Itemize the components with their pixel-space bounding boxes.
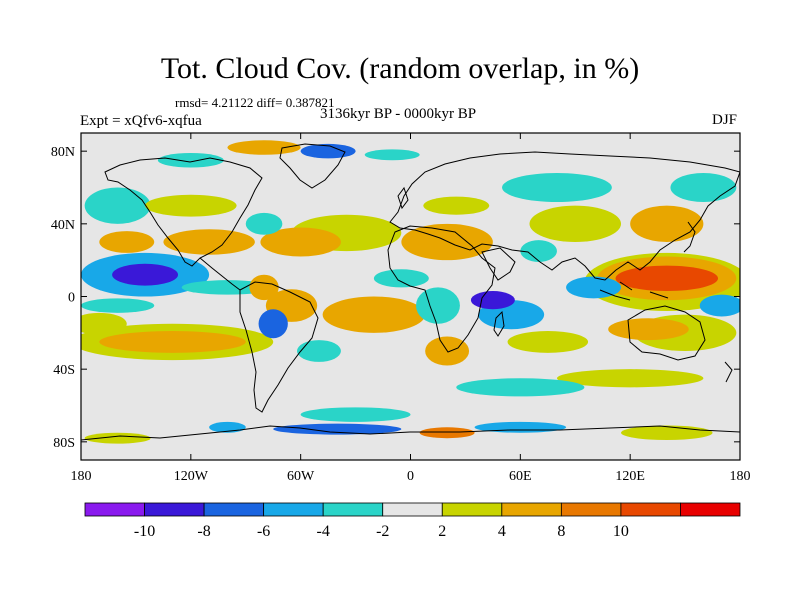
- lon-tick-label: 180: [730, 469, 751, 484]
- anomaly-patch: [300, 143, 356, 159]
- anomaly-patch: [419, 427, 475, 439]
- colorbar-box: [322, 502, 384, 517]
- colorbar-label: 2: [438, 523, 446, 540]
- lat-tick-label: 40N: [51, 218, 75, 233]
- colorbar-box: [620, 502, 681, 517]
- colorbar-label: -8: [197, 523, 210, 540]
- lat-tick-label: 0: [68, 291, 75, 306]
- coastlines: [81, 143, 740, 441]
- colorbar-box: [441, 502, 503, 517]
- season-label: DJF: [712, 112, 738, 128]
- colorbar-box: [263, 502, 324, 517]
- lon-tick-label: 0: [407, 469, 414, 484]
- colorbar-label: 10: [613, 523, 629, 540]
- anomaly-patch: [227, 140, 301, 155]
- anomaly-patch: [502, 172, 612, 203]
- anomaly-patch: [297, 340, 341, 362]
- anomaly-patch: [699, 294, 740, 317]
- lat-tick-label: 80S: [53, 436, 75, 451]
- lat-tick-label: 40S: [53, 363, 75, 378]
- anomaly-patch: [300, 407, 411, 422]
- map-axes: 180 120W 60W 0 60E 120E 180 80N 40N 0 40S 80S: [51, 133, 751, 484]
- lon-tick-label: 120W: [174, 469, 209, 484]
- lon-tick-label: 120E: [615, 469, 645, 484]
- anomaly-patch: [84, 187, 151, 224]
- lon-tick-label: 180: [71, 469, 92, 484]
- lon-tick-label: 60W: [287, 469, 315, 484]
- anomaly-patch: [273, 423, 402, 435]
- anomaly-patch: [249, 274, 279, 301]
- period-label: 3136kyr BP - 0000kyr BP: [320, 106, 477, 122]
- anomaly-patch: [507, 331, 589, 353]
- anomaly-patch: [608, 318, 689, 341]
- anomaly-patch: [340, 303, 407, 326]
- lat-tick-label: 80N: [51, 145, 75, 160]
- anomaly-patch: [556, 369, 704, 388]
- lon-tick-label: 60E: [509, 469, 532, 484]
- colorbar-box: [560, 502, 622, 517]
- anomaly-patch: [529, 205, 622, 242]
- colorbar-label: -2: [376, 523, 389, 540]
- anomaly-patch: [415, 287, 460, 324]
- anomaly-patch: [245, 212, 283, 235]
- anomaly-patch: [81, 298, 155, 313]
- colorbar-box: [84, 502, 145, 517]
- anomaly-patch: [615, 265, 719, 292]
- anomaly-patch: [99, 331, 246, 353]
- anomaly-patch: [670, 172, 737, 203]
- anomaly-patch: [470, 291, 515, 310]
- anomaly-patch: [84, 432, 151, 444]
- anomaly-patch: [157, 152, 224, 168]
- plot-title: Tot. Cloud Cov. (random overlap, in %): [160, 52, 640, 85]
- colorbar-label: -4: [317, 523, 330, 540]
- anomaly-patch: [99, 231, 155, 253]
- anomaly-patch: [112, 263, 179, 286]
- anomaly-patch: [630, 205, 704, 242]
- anomaly-patch: [621, 425, 713, 441]
- colorbar-box: [144, 502, 205, 517]
- colorbar-box: [203, 502, 265, 517]
- colorbar-label: 8: [557, 523, 565, 540]
- anomaly-patch: [258, 309, 288, 339]
- colorbar-box: [501, 502, 562, 517]
- anomaly-patch: [373, 269, 429, 288]
- anomaly-patch: [423, 196, 490, 215]
- anomaly-patch: [364, 149, 420, 161]
- anomaly-patch: [145, 194, 237, 217]
- colorbar-box: [382, 502, 443, 517]
- colorbar: -10 -8 -6 -4 -2 2 4 8 10: [84, 502, 741, 540]
- anomaly-patch: [520, 240, 557, 262]
- stats-label: rmsd= 4.21122 diff= 0.387821: [175, 95, 335, 110]
- colorbar-label: -10: [134, 523, 155, 540]
- anomaly-patch: [260, 227, 341, 257]
- anomaly-field: [81, 140, 740, 444]
- experiment-label: Expt = xQfv6-xqfua: [80, 113, 202, 129]
- colorbar-label: -6: [257, 523, 270, 540]
- anomaly-patch: [81, 312, 127, 335]
- colorbar-label: 4: [498, 523, 506, 540]
- anomaly-patch: [163, 229, 255, 255]
- anomaly-patch: [456, 378, 585, 397]
- colorbar-box: [680, 502, 741, 517]
